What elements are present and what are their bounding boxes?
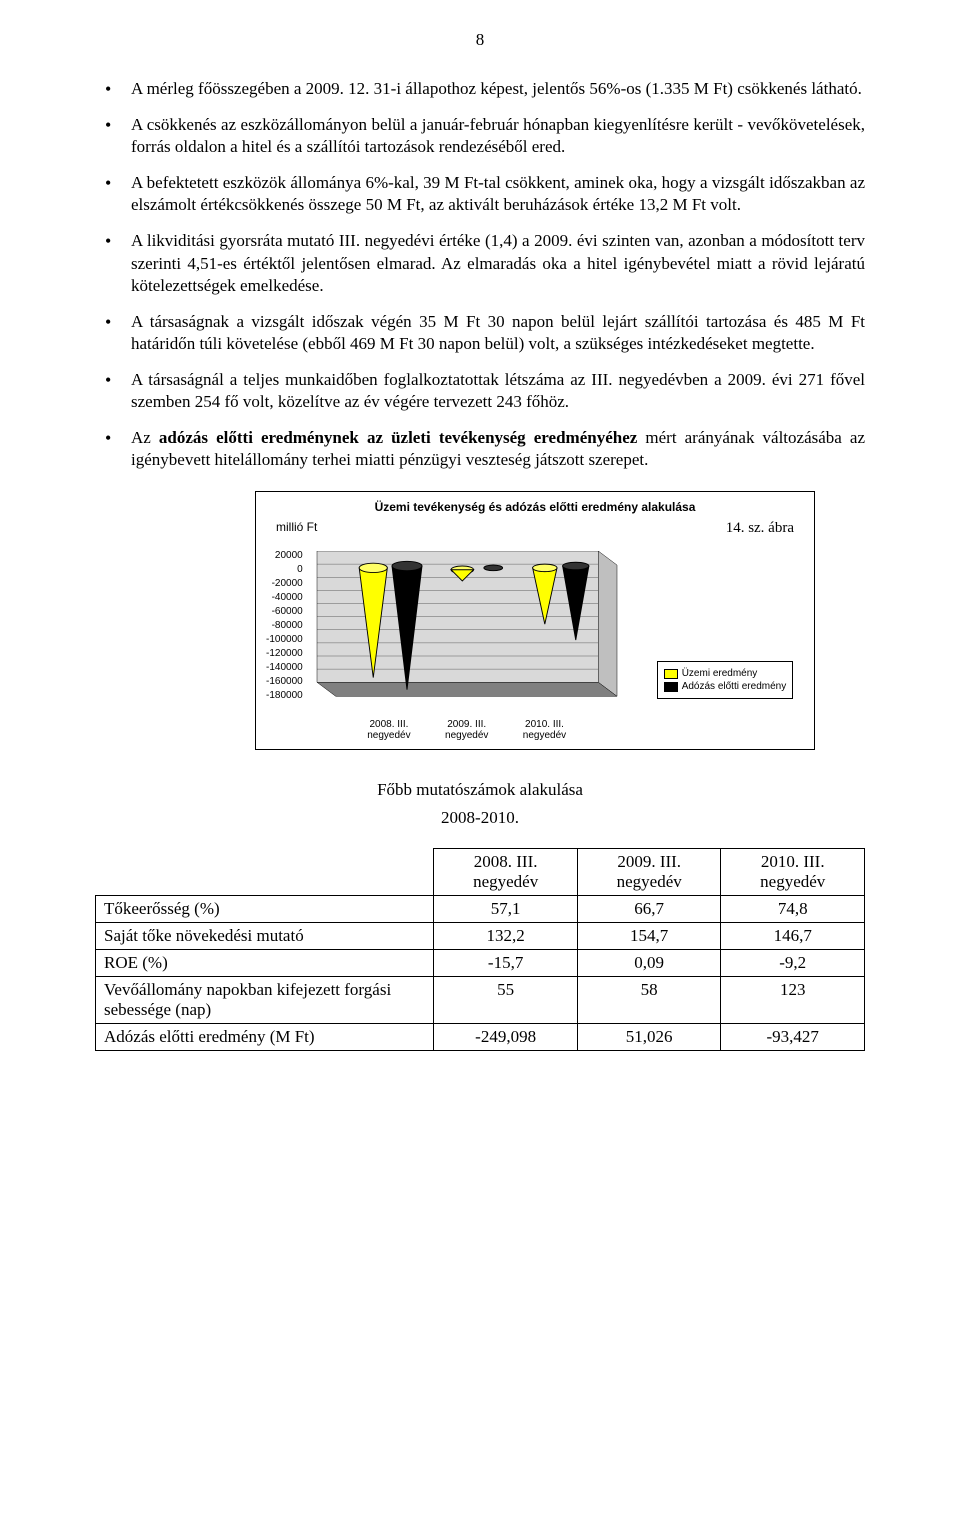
y-tick: -20000 <box>272 579 303 589</box>
y-tick: -120000 <box>266 649 303 659</box>
legend-label: Adózás előtti eredmény <box>682 681 787 692</box>
table-row: Saját tőke növekedési mutató 132,2 154,7… <box>96 923 865 950</box>
chart-y-unit: millió Ft <box>276 520 317 537</box>
bullet-list: A mérleg főösszegében a 2009. 12. 31-i á… <box>95 78 865 471</box>
table-cell: Tőkeerősség (%) <box>96 896 434 923</box>
x-label: 2010. III.negyedév <box>507 719 582 741</box>
section-subtitle: 2008-2010. <box>95 808 865 828</box>
table-corner <box>96 849 434 896</box>
legend-item: Üzemi eredmény <box>664 668 787 679</box>
table-header: 2010. III. negyedév <box>721 849 865 896</box>
chart-x-labels: 2008. III.negyedév 2009. III.negyedév 20… <box>307 719 627 741</box>
chart-y-axis: 20000 0 -20000 -40000 -60000 -80000 -100… <box>266 551 307 701</box>
table-cell: -15,7 <box>434 950 578 977</box>
bullet-item: A likviditási gyorsráta mutató III. negy… <box>95 230 865 296</box>
table-cell: 123 <box>721 977 865 1024</box>
y-tick: -40000 <box>272 593 303 603</box>
chart-figure-label: 14. sz. ábra <box>726 520 794 537</box>
chart-title: Üzemi tevékenység és adózás előtti eredm… <box>266 500 804 514</box>
y-tick: 0 <box>297 565 303 575</box>
bullet-item: Az adózás előtti eredménynek az üzleti t… <box>95 427 865 471</box>
x-label: 2008. III.negyedév <box>351 719 426 741</box>
y-tick: -180000 <box>266 691 303 701</box>
legend-swatch-icon <box>664 669 678 679</box>
y-tick: -140000 <box>266 663 303 673</box>
table-cell: -93,427 <box>721 1024 865 1051</box>
chart-svg <box>307 551 627 701</box>
legend-label: Üzemi eredmény <box>682 668 758 679</box>
table-cell: Adózás előtti eredmény (M Ft) <box>96 1024 434 1051</box>
y-tick: -80000 <box>272 621 303 631</box>
page: 8 A mérleg főösszegében a 2009. 12. 31-i… <box>0 0 960 1091</box>
table-cell: Saját tőke növekedési mutató <box>96 923 434 950</box>
table-header: 2009. III. negyedév <box>577 849 721 896</box>
bullet-item: A társaságnál a teljes munkaidőben fogla… <box>95 369 865 413</box>
table-cell: 132,2 <box>434 923 578 950</box>
table-cell: 58 <box>577 977 721 1024</box>
table-row: Adózás előtti eredmény (M Ft) -249,098 5… <box>96 1024 865 1051</box>
table-cell: -9,2 <box>721 950 865 977</box>
table-cell: ROE (%) <box>96 950 434 977</box>
data-table: 2008. III. negyedév 2009. III. negyedév … <box>95 848 865 1051</box>
y-tick: -100000 <box>266 635 303 645</box>
table-cell: 55 <box>434 977 578 1024</box>
section-title: Főbb mutatószámok alakulása <box>95 780 865 800</box>
table-cell: 154,7 <box>577 923 721 950</box>
table-row: Tőkeerősség (%) 57,1 66,7 74,8 <box>96 896 865 923</box>
table-cell: 66,7 <box>577 896 721 923</box>
table-header: 2008. III. negyedév <box>434 849 578 896</box>
table-row: Vevőállomány napokban kifejezett forgási… <box>96 977 865 1024</box>
legend-swatch-icon <box>664 682 678 692</box>
y-tick: -60000 <box>272 607 303 617</box>
chart-container: Üzemi tevékenység és adózás előtti eredm… <box>255 491 815 750</box>
chart-legend: Üzemi eredmény Adózás előtti eredmény <box>657 661 794 699</box>
x-label: 2009. III.negyedév <box>429 719 504 741</box>
table-header-row: 2008. III. negyedév 2009. III. negyedév … <box>96 849 865 896</box>
legend-item: Adózás előtti eredmény <box>664 681 787 692</box>
table-cell: 146,7 <box>721 923 865 950</box>
y-tick: 20000 <box>275 551 303 561</box>
page-number: 8 <box>95 30 865 50</box>
bullet-item: A befektetett eszközök állománya 6%-kal,… <box>95 172 865 216</box>
table-cell: 74,8 <box>721 896 865 923</box>
table-cell: 51,026 <box>577 1024 721 1051</box>
chart-area: 20000 0 -20000 -40000 -60000 -80000 -100… <box>266 541 804 741</box>
bullet-item: A mérleg főösszegében a 2009. 12. 31-i á… <box>95 78 865 100</box>
y-tick: -160000 <box>266 677 303 687</box>
table-cell: 57,1 <box>434 896 578 923</box>
chart-plot: 2008. III.negyedév 2009. III.negyedév 20… <box>307 541 647 741</box>
chart-caption-row: millió Ft 14. sz. ábra <box>266 520 804 537</box>
bullet-item: A társaságnak a vizsgált időszak végén 3… <box>95 311 865 355</box>
table-row: ROE (%) -15,7 0,09 -9,2 <box>96 950 865 977</box>
table-cell: Vevőállomány napokban kifejezett forgási… <box>96 977 434 1024</box>
table-cell: -249,098 <box>434 1024 578 1051</box>
table-cell: 0,09 <box>577 950 721 977</box>
bullet-item: A csökkenés az eszközállományon belül a … <box>95 114 865 158</box>
